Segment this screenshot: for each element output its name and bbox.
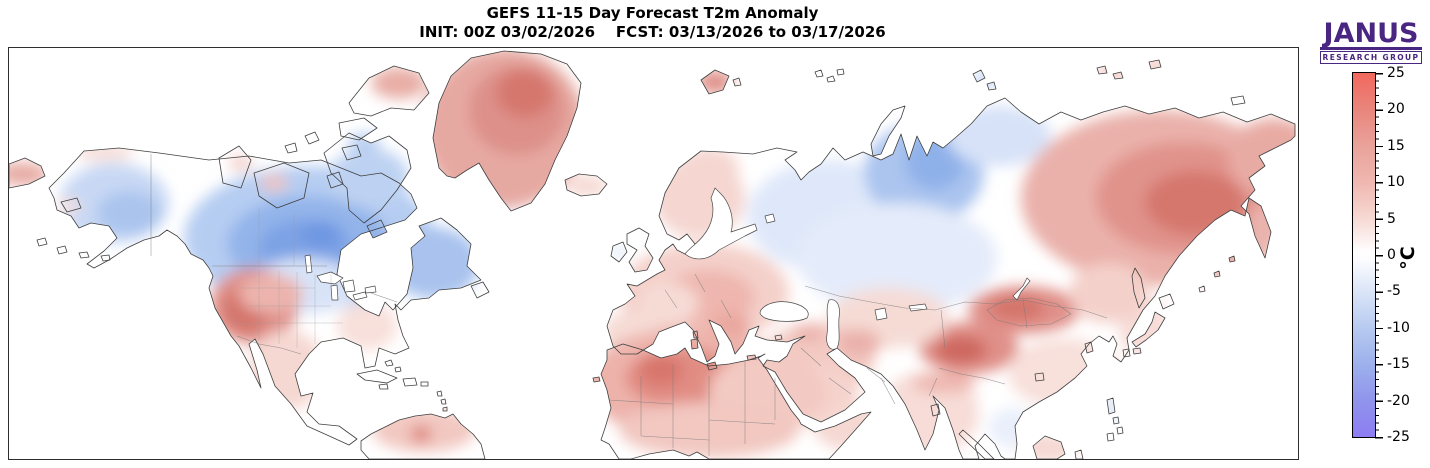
janus-logo-subtext: RESEARCH GROUP (1320, 51, 1422, 64)
tick-label: 5 (1387, 210, 1396, 227)
anomaly-shading (9, 51, 1295, 459)
tick-label: -5 (1387, 283, 1401, 300)
tick-label: -15 (1387, 356, 1410, 373)
forecast-map-frame (8, 47, 1299, 460)
tick-label: -25 (1387, 429, 1410, 445)
tick-label: 25 (1387, 65, 1405, 81)
colorbar-unit-label: °C (1397, 246, 1419, 270)
tick-label: 0 (1387, 247, 1396, 263)
tick-label: -20 (1387, 392, 1410, 409)
page-subtitle: INIT: 00Z 03/02/2026 FCST: 03/13/2026 to… (419, 23, 886, 41)
inland-water (304, 187, 1031, 350)
colorbar-gradient (1352, 72, 1376, 438)
page-title: GEFS 11-15 Day Forecast T2m Anomaly (486, 4, 819, 22)
janus-logo-underline (1320, 47, 1422, 50)
country-borders (150, 154, 1108, 456)
anomaly-map (9, 50, 1296, 459)
janus-logo: JANUS RESEARCH GROUP (1320, 18, 1422, 64)
us-state-borders (222, 208, 343, 348)
tick-label: 15 (1387, 137, 1405, 154)
tick-label: -10 (1387, 319, 1410, 336)
tick-label: 20 (1387, 101, 1405, 118)
janus-logo-text: JANUS (1323, 18, 1419, 49)
colorbar-major-ticks (1375, 73, 1383, 439)
colorbar-tick-labels: 25 20 15 10 5 0 -5 -10 -15 -20 -25 (1387, 65, 1427, 445)
tick-label: 10 (1387, 174, 1405, 191)
